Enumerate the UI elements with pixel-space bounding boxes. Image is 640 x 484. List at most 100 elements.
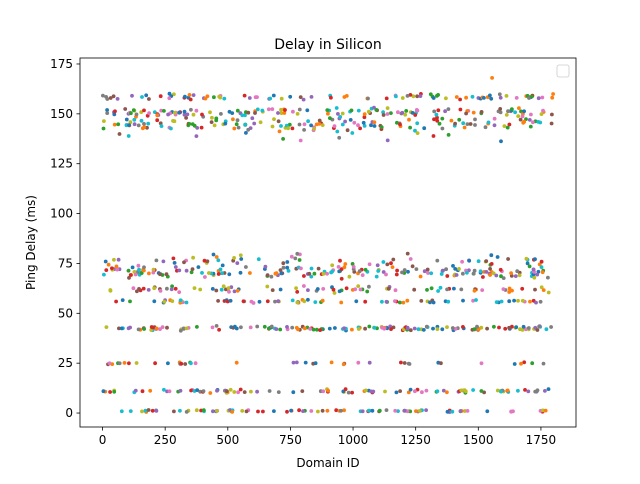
scatter-point: [132, 122, 137, 127]
scatter-point: [289, 254, 294, 259]
scatter-point: [172, 409, 176, 414]
scatter-point: [376, 269, 381, 273]
scatter-point: [440, 116, 445, 121]
scatter-point: [400, 96, 405, 100]
scatter-point: [251, 301, 256, 305]
scatter-point: [194, 134, 199, 139]
scatter-point: [155, 118, 160, 123]
scatter-point: [154, 326, 159, 331]
scatter-point: [144, 93, 149, 98]
scatter-point: [444, 96, 448, 101]
scatter-point: [167, 389, 172, 394]
scatter-point: [516, 388, 520, 393]
scatter-point: [467, 258, 472, 263]
scatter-point: [285, 260, 290, 264]
scatter-point: [342, 265, 347, 270]
scatter-point: [189, 361, 193, 366]
scatter-point: [309, 274, 314, 279]
scatter-point: [193, 361, 198, 366]
scatter-point: [294, 286, 298, 290]
scatter-point: [335, 129, 340, 134]
scatter-point: [219, 112, 223, 116]
y-tick-label: 25: [58, 356, 73, 370]
scatter-point: [462, 409, 467, 413]
scatter-point: [120, 298, 125, 302]
scatter-point: [374, 108, 379, 112]
scatter-point: [370, 408, 375, 413]
scatter-point: [334, 408, 339, 413]
scatter-point: [227, 272, 232, 277]
scatter-point: [408, 328, 413, 333]
scatter-point: [152, 286, 157, 291]
scatter-point: [299, 266, 303, 271]
scatter-point: [522, 360, 527, 365]
scatter-point: [488, 93, 492, 98]
scatter-point: [177, 290, 182, 294]
scatter-point: [451, 264, 455, 268]
scatter-point: [413, 389, 417, 394]
scatter-point: [393, 299, 397, 303]
scatter-point: [268, 96, 273, 101]
scatter-point: [491, 271, 496, 276]
scatter-point: [297, 107, 302, 112]
scatter-point: [162, 299, 167, 304]
scatter-point: [380, 299, 384, 304]
scatter-point: [295, 290, 300, 294]
scatter-point: [184, 116, 189, 120]
scatter-point: [154, 409, 159, 413]
y-axis: 0 25 50 75 100 125 150 175: [50, 57, 80, 420]
scatter-point: [348, 118, 353, 122]
scatter-point: [503, 326, 508, 331]
scatter-point: [119, 409, 124, 414]
scatter-point: [189, 388, 194, 393]
scatter-point: [533, 257, 537, 262]
scatter-point: [412, 287, 417, 292]
scatter-point: [128, 409, 133, 413]
scatter-point: [539, 265, 544, 269]
scatter-point: [351, 265, 356, 269]
scatter-point: [235, 108, 240, 113]
scatter-point: [108, 288, 113, 292]
scatter-point: [134, 112, 139, 117]
scatter-point: [445, 390, 449, 395]
scatter-point: [362, 112, 367, 117]
scatter-point: [242, 93, 247, 98]
scatter-point: [126, 361, 131, 366]
scatter-point: [416, 327, 421, 332]
scatter-point: [431, 134, 436, 138]
scatter-point: [262, 324, 267, 329]
scatter-point: [406, 269, 410, 274]
scatter-point: [271, 93, 276, 98]
scatter-point: [521, 324, 526, 329]
scatter-point: [465, 409, 470, 413]
scatter-point: [350, 327, 354, 332]
scatter-point: [527, 264, 532, 269]
scatter-point: [302, 299, 307, 304]
scatter-point: [286, 126, 290, 131]
scatter-point: [385, 262, 390, 267]
scatter-point: [114, 264, 119, 269]
scatter-point: [480, 288, 485, 292]
scatter-point: [279, 111, 284, 115]
scatter-point: [345, 128, 350, 133]
scatter-point: [165, 325, 169, 330]
scatter-point: [258, 120, 263, 125]
scatter-point: [112, 122, 117, 127]
scatter-point: [485, 326, 489, 331]
scatter-point: [212, 123, 217, 128]
scatter-point: [458, 107, 463, 112]
scatter-point: [169, 126, 173, 131]
scatter-point: [112, 257, 116, 262]
scatter-point: [391, 257, 396, 262]
scatter-point: [238, 253, 243, 258]
scatter-point: [101, 389, 106, 394]
scatter-point: [235, 118, 240, 123]
scatter-point: [482, 96, 486, 100]
scatter-point: [183, 94, 187, 99]
scatter-point: [340, 111, 345, 116]
scatter-point: [394, 94, 398, 99]
scatter-point: [369, 123, 373, 128]
scatter-point: [195, 325, 199, 329]
scatter-point: [530, 94, 534, 99]
scatter-point: [166, 112, 171, 117]
